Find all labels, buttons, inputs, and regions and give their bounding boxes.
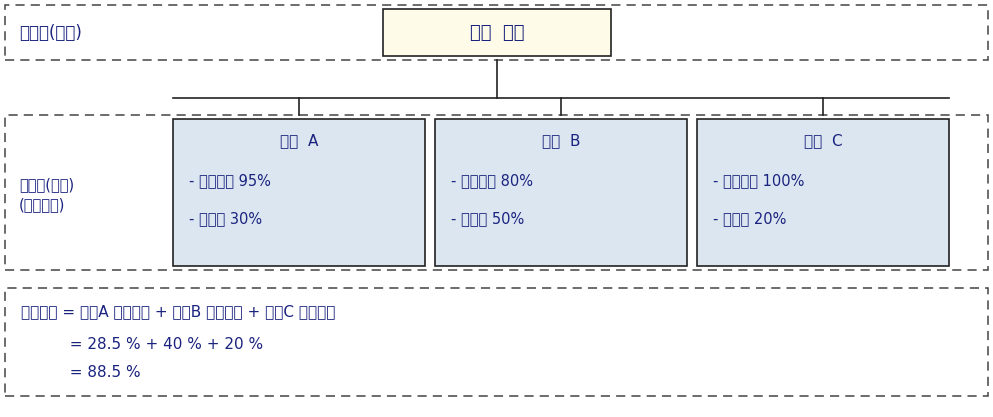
Text: 부품  B: 부품 B xyxy=(542,133,580,148)
Bar xyxy=(697,119,949,266)
Text: (핵심기술): (핵심기술) xyxy=(19,197,66,212)
Bar xyxy=(5,115,988,270)
Text: 부품  A: 부품 A xyxy=(280,133,318,148)
Bar xyxy=(5,5,988,60)
Text: - 중요도 50%: - 중요도 50% xyxy=(451,211,524,226)
Bar xyxy=(383,9,611,56)
Text: - 국산화율 100%: - 국산화율 100% xyxy=(713,173,804,188)
Bar xyxy=(5,288,988,396)
Text: 대상  장비: 대상 장비 xyxy=(470,23,524,42)
Text: - 중요도 30%: - 중요도 30% xyxy=(189,211,262,226)
Text: - 중요도 20%: - 중요도 20% xyxy=(713,211,786,226)
Text: - 국산화율 80%: - 국산화율 80% xyxy=(451,173,533,188)
Bar xyxy=(435,119,687,266)
Text: - 국산화율 95%: - 국산화율 95% xyxy=(189,173,271,188)
Text: = 28.5 % + 40 % + 20 %: = 28.5 % + 40 % + 20 % xyxy=(21,337,263,352)
Text: 부품  C: 부품 C xyxy=(803,133,842,148)
Text: 중분류(장비): 중분류(장비) xyxy=(19,23,81,42)
Text: 소분류(부품): 소분류(부품) xyxy=(19,177,74,192)
Text: 국산화율 = 부품A 국산화율 + 부품B 국산화율 + 부품C 국산화율: 국산화율 = 부품A 국산화율 + 부품B 국산화율 + 부품C 국산화율 xyxy=(21,304,336,319)
Bar xyxy=(173,119,425,266)
Text: = 88.5 %: = 88.5 % xyxy=(21,365,141,380)
